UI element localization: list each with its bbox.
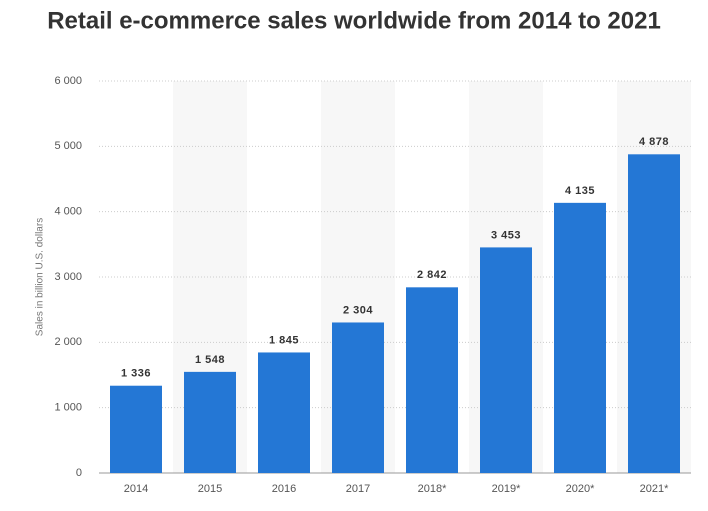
y-tick-label: 3 000: [54, 271, 82, 283]
bar: [110, 385, 162, 473]
x-tick-label: 2015: [198, 483, 222, 495]
y-tick-label: 1 000: [54, 402, 82, 414]
x-tick-label: 2019*: [492, 483, 521, 495]
value-label: 1 548: [195, 354, 225, 366]
bar: [332, 322, 384, 473]
x-tick-label: 2018*: [418, 483, 447, 495]
x-tick-label: 2020*: [566, 483, 595, 495]
x-tick-label: 2021*: [640, 483, 669, 495]
bar: [406, 287, 458, 473]
value-label: 3 453: [491, 229, 521, 241]
bar: [554, 202, 606, 473]
value-label: 1 845: [269, 334, 299, 346]
y-tick-label: 2 000: [54, 336, 82, 348]
bar: [184, 371, 236, 473]
y-axis-label: Sales in billion U.S. dollars: [35, 218, 46, 336]
x-tick-label: 2016: [272, 483, 296, 495]
y-tick-label: 0: [76, 467, 82, 479]
y-tick-label: 6 000: [54, 75, 82, 87]
value-label: 4 135: [565, 185, 595, 197]
chart-title: Retail e-commerce sales worldwide from 2…: [47, 7, 661, 34]
value-label: 1 336: [121, 368, 151, 380]
y-tick-label: 5 000: [54, 140, 82, 152]
bar: [628, 154, 680, 473]
value-label: 4 878: [639, 136, 669, 148]
bar: [480, 247, 532, 473]
y-tick-label: 4 000: [54, 206, 82, 218]
bar: [258, 352, 310, 473]
x-tick-label: 2017: [346, 483, 370, 495]
value-label: 2 842: [417, 269, 447, 281]
x-tick-label: 2014: [124, 483, 148, 495]
value-label: 2 304: [343, 304, 373, 316]
